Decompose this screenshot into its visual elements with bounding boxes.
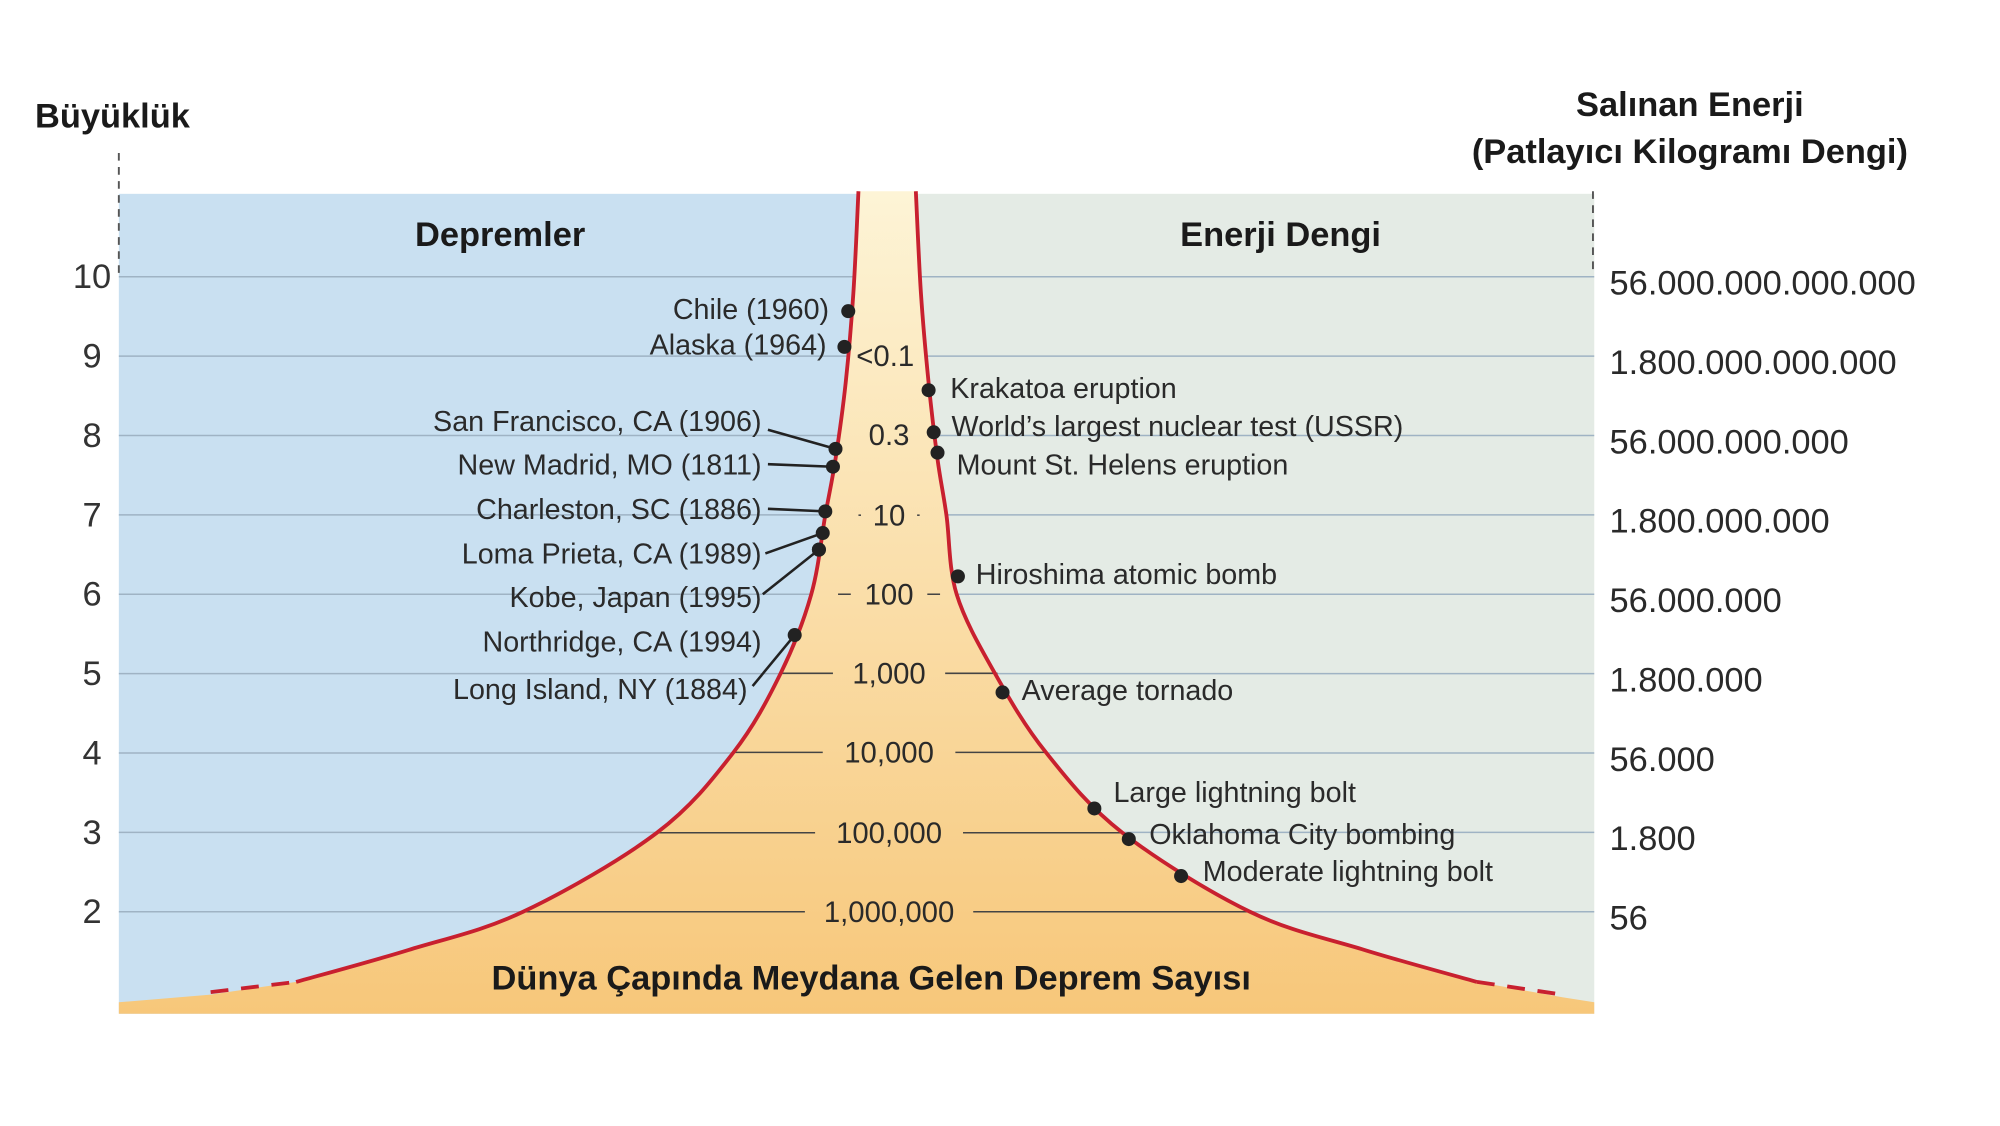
left-curve-dashed-extension [210,980,297,995]
energy-tick-label: 1.800.000.000.000 [1610,344,1897,382]
energy-tick-label: 56.000.000.000 [1610,423,1849,461]
energy-event-dot [1087,801,1102,816]
earthquake-label: Alaska (1964) [650,330,827,362]
energy-tick-label: 56.000.000.000.000 [1610,265,1916,303]
bottom-title: Dünya Çapında Meydana Gelen Deprem Sayıs… [491,960,1250,998]
energy-tick-label: 56.000.000 [1610,582,1782,620]
energy-event-dot [950,569,965,584]
leader-line [762,548,820,596]
leader-line [751,634,796,687]
earthquake-label: San Francisco, CA (1906) [433,406,761,438]
annual-count-label: <0.1 [856,340,914,373]
left-curve [295,191,861,984]
magnitude-tick-label: 8 [82,417,101,455]
earthquake-label: Kobe, Japan (1995) [510,582,762,614]
energy-tick-label: 56.000 [1610,741,1715,779]
earthquake-label: Long Island, NY (1884) [453,674,748,706]
earthquake-label: Loma Prieta, CA (1989) [462,539,762,571]
earthquake-dot [825,459,840,474]
earthquake-frequency-area [118,191,1595,1014]
earthquake-label: Northridge, CA (1994) [482,627,761,659]
earthquake-label: Charleston, SC (1886) [476,494,761,526]
energy-tick-label: 1.800.000.000 [1610,503,1830,541]
earthquake-dot [828,441,843,456]
energy-event-dot [926,425,941,440]
energy-event-dot [930,445,945,460]
right-axis-title-line1: Salınan Enerji [1576,86,1804,124]
right-panel-title: Enerji Dengi [1180,216,1381,254]
right-axis-title-line2: (Patlayıcı Kilogramı Dengi) [1472,133,1908,171]
earthquake-dot [787,628,802,643]
earthquake-dot [811,542,826,557]
energy-event-label: Oklahoma City bombing [1149,819,1455,851]
earthquake-dot [818,504,833,519]
annual-count-label: 0.3 [869,419,910,452]
left-axis-title: Büyüklük [35,98,191,136]
annual-count-label: 100,000 [836,817,942,850]
earthquake-dot [841,304,856,319]
energy-event-label: Krakatoa eruption [950,373,1176,405]
magnitude-tick-label: 6 [82,576,101,614]
energy-event-label: Moderate lightning bolt [1203,856,1493,888]
energy-event-label: Hiroshima atomic bomb [976,559,1277,591]
leader-line [767,462,833,468]
magnitude-tick-label: 3 [82,814,101,852]
magnitude-tick-label: 2 [82,893,101,931]
magnitude-tick-label: 7 [82,496,101,534]
magnitude-tick-label: 4 [82,734,101,772]
energy-tick-label: 1.800 [1610,820,1696,858]
magnitude-tick-label: 10 [73,258,111,296]
annual-count-label: 10 [873,499,906,532]
energy-event-label: Large lightning bolt [1113,777,1355,809]
energy-event-label: World’s largest nuclear test (USSR) [952,411,1404,443]
annual-count-label: 100 [865,578,914,611]
energy-tick-label: 1.800.000 [1610,661,1763,699]
annual-count-label: 1,000,000 [824,896,954,929]
energy-event-dot [921,383,936,398]
right-curve-dashed-extension [1476,980,1563,997]
energy-event-dot [995,685,1010,700]
leader-line [767,428,836,451]
energy-tick-label: 56 [1610,900,1648,938]
energy-event-label: Average tornado [1022,675,1234,707]
right-curve [913,191,1478,984]
earthquake-dot [815,526,830,541]
earthquake-label: Chile (1960) [673,294,829,326]
annual-count-label: 1,000 [852,658,925,691]
annual-count-label: 10,000 [844,737,934,770]
magnitude-tick-label: 9 [82,338,101,376]
earthquake-label: New Madrid, MO (1811) [458,449,762,481]
energy-event-dot [1121,832,1136,847]
left-panel-title: Depremler [415,216,585,254]
magnitude-tick-label: 5 [82,655,101,693]
leader-line [767,507,826,513]
leader-line [764,531,824,555]
energy-event-label: Mount St. Helens eruption [957,449,1289,481]
energy-event-dot [1174,869,1189,884]
earthquake-dot [837,339,852,354]
